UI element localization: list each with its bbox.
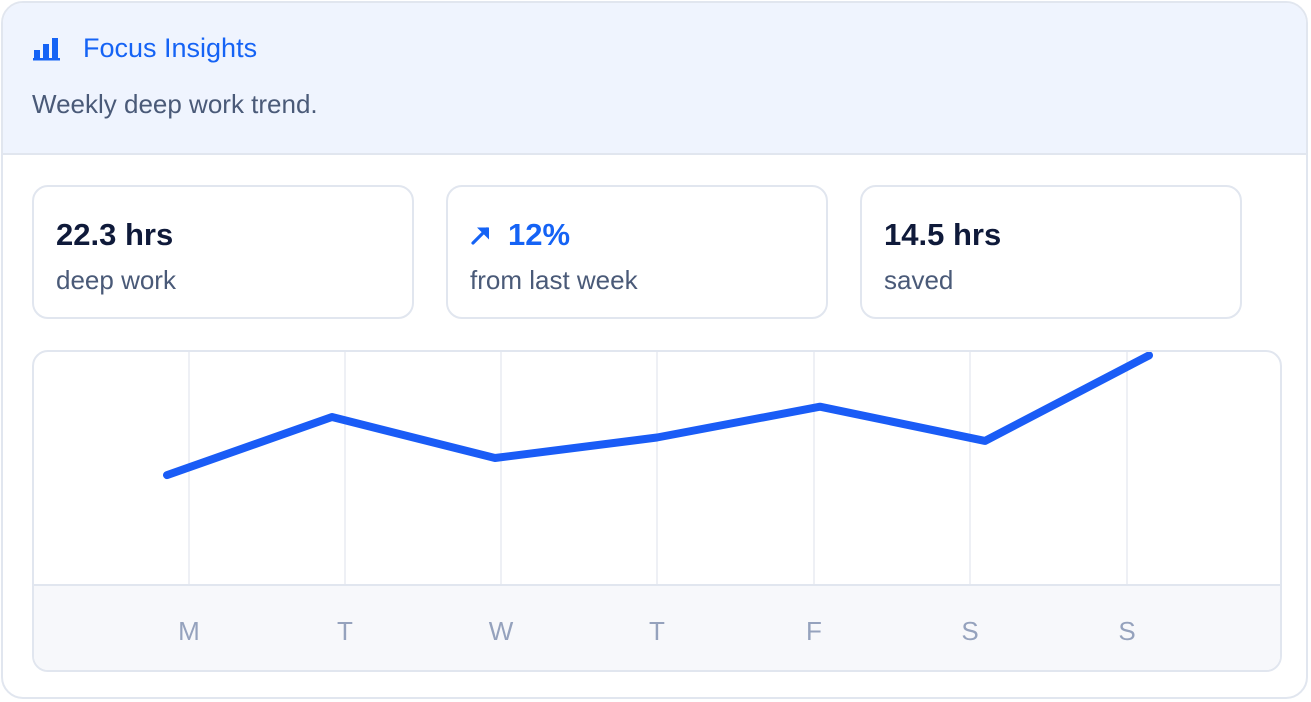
stat-label: from last week	[470, 265, 638, 295]
x-tick-label: F	[806, 616, 822, 646]
stat-value: 14.5 hrs	[884, 217, 1002, 252]
title-row: Focus Insights	[33, 33, 257, 64]
x-tick-label: T	[337, 616, 353, 646]
x-tick-label: M	[178, 616, 200, 646]
stat-label: deep work	[56, 265, 176, 295]
stat-value-row: 12%	[470, 217, 570, 253]
trend-line	[163, 352, 1153, 480]
bar-chart-icon	[33, 37, 60, 60]
x-tick-label: W	[488, 616, 514, 646]
chart-plot-area	[163, 352, 1153, 592]
card-title: Focus Insights	[83, 33, 258, 63]
x-tick-label: S	[1118, 616, 1136, 646]
x-tick-label: T	[649, 616, 665, 646]
card-header: Focus Insights Weekly deep work trend.	[3, 3, 1306, 155]
stat-label: saved	[884, 265, 954, 295]
stat-value: 22.3 hrs	[56, 217, 174, 252]
stat-value: 12%	[508, 217, 571, 252]
stat-deep-work: 22.3 hrs deep work	[32, 185, 414, 319]
arrow-up-right-icon	[471, 227, 489, 245]
x-tick-label: S	[961, 616, 979, 646]
card-subtitle: Weekly deep work trend.	[32, 89, 318, 119]
stat-change: 12% from last week	[446, 185, 828, 319]
stat-saved: 14.5 hrs saved	[860, 185, 1242, 319]
